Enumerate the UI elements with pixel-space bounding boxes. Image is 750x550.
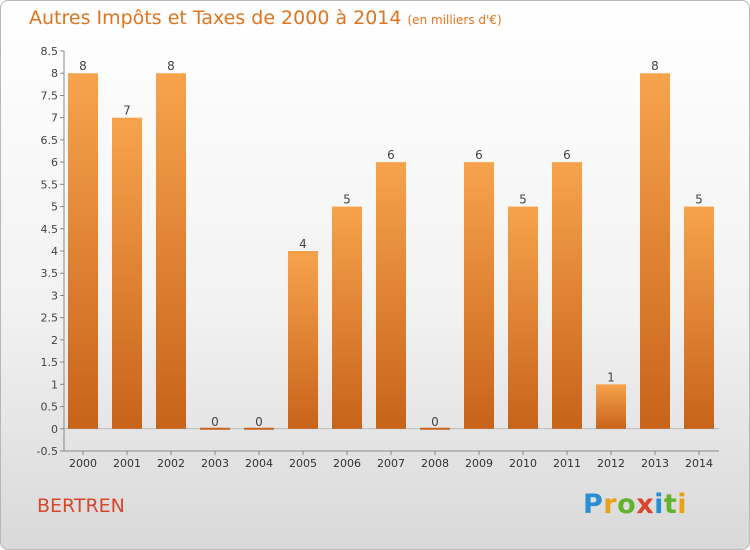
x-tick-label: 2008 xyxy=(421,457,449,470)
y-tick-label: 6.5 xyxy=(41,134,59,147)
data-label: 1 xyxy=(607,370,615,384)
x-tick-label: 2012 xyxy=(597,457,625,470)
bar xyxy=(596,384,626,429)
data-label: 5 xyxy=(695,193,703,207)
title-text: Autres Impôts et Taxes de 2000 à 2014 xyxy=(29,7,402,29)
bars-group: 8 7 8 0 0 4 5 6 0 6 5 6 1 8 5 xyxy=(64,59,719,430)
x-tick-label: 2010 xyxy=(509,457,537,470)
data-label: 5 xyxy=(519,193,527,207)
bar xyxy=(640,73,670,429)
y-tick-label: 1.5 xyxy=(41,356,59,369)
data-label: 4 xyxy=(299,237,307,251)
data-label: 5 xyxy=(343,193,351,207)
bar xyxy=(464,162,494,429)
chart-title: Autres Impôts et Taxes de 2000 à 2014 (en… xyxy=(29,7,502,29)
x-tick-label: 2007 xyxy=(377,457,405,470)
y-tick-label: 8 xyxy=(51,67,58,80)
data-label: 8 xyxy=(651,59,659,73)
x-tick-label: 2002 xyxy=(157,457,185,470)
x-tick-label: 2009 xyxy=(465,457,493,470)
y-tick-label: 5.5 xyxy=(41,178,59,191)
y-axis: 8.5 8 7.5 7 6.5 6 5.5 5 4.5 4 3.5 3 2.5 2 1.5 1 0.5 0 -0.5 xyxy=(37,45,65,458)
logo-letter: i xyxy=(677,489,688,520)
x-tick-label: 2001 xyxy=(113,457,141,470)
y-tick-label: 7 xyxy=(51,112,58,125)
y-tick-label: 5 xyxy=(51,201,58,214)
x-tick-label: 2000 xyxy=(69,457,97,470)
x-tick-label: 2006 xyxy=(333,457,361,470)
x-tick-label: 2004 xyxy=(245,457,273,470)
logo-letter: P xyxy=(583,489,604,520)
x-axis: 2000 2001 2002 2003 2004 2005 2006 2007 2008 2009… xyxy=(64,450,719,470)
x-tick-label: 2011 xyxy=(553,457,581,470)
y-tick-label: 2.5 xyxy=(41,312,59,325)
y-tick-label: 3.5 xyxy=(41,267,59,280)
x-tick-label: 2005 xyxy=(289,457,317,470)
proxiti-logo[interactable]: Proxiti xyxy=(583,489,687,520)
logo-letter: o xyxy=(617,489,637,520)
data-label: 6 xyxy=(475,148,483,162)
bar xyxy=(288,251,318,429)
logo-letter: t xyxy=(663,489,678,520)
logo-letter: r xyxy=(603,489,618,520)
bar xyxy=(552,162,582,429)
x-tick-label: 2003 xyxy=(201,457,229,470)
data-label: 0 xyxy=(211,415,219,429)
data-label: 8 xyxy=(167,59,175,73)
data-label: 6 xyxy=(387,148,395,162)
x-tick-label: 2013 xyxy=(641,457,669,470)
bar xyxy=(112,117,142,429)
bar xyxy=(156,73,186,429)
location-name: BERTREN xyxy=(37,495,125,517)
y-tick-label: 0 xyxy=(51,423,58,436)
y-tick-label: 7.5 xyxy=(41,89,59,102)
data-label: 8 xyxy=(79,59,87,73)
logo-letter: i xyxy=(654,489,664,520)
data-label: 0 xyxy=(431,415,439,429)
bar xyxy=(684,206,714,429)
unit-label: (en milliers d'€) xyxy=(407,13,502,27)
y-tick-label: 2 xyxy=(51,334,58,347)
data-label: 0 xyxy=(255,415,263,429)
y-tick-label: 6 xyxy=(51,156,58,169)
data-label: 7 xyxy=(123,104,131,118)
bar xyxy=(332,206,362,429)
y-tick-label: 3 xyxy=(51,289,58,302)
y-tick-label: 8.5 xyxy=(41,45,59,58)
y-tick-label: 4 xyxy=(51,245,58,258)
bar xyxy=(508,206,538,429)
logo-letter: x xyxy=(636,489,655,520)
y-tick-label: -0.5 xyxy=(37,445,58,458)
data-label: 6 xyxy=(563,148,571,162)
bar xyxy=(376,162,406,429)
y-tick-label: 0.5 xyxy=(41,401,59,414)
bar xyxy=(68,73,98,429)
y-tick-label: 4.5 xyxy=(41,223,59,236)
y-tick-label: 1 xyxy=(51,378,58,391)
x-tick-label: 2014 xyxy=(685,457,713,470)
